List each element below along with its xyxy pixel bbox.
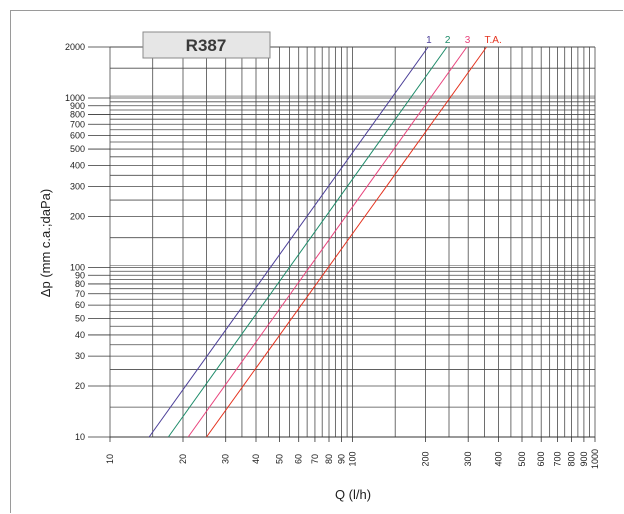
y-tick-label: 2000	[65, 42, 85, 52]
tick-labels: 1020304050607080901002003004005006007008…	[65, 42, 600, 469]
y-tick-label: 1000	[65, 93, 85, 103]
y-axis-label: Δp (mm c.a.;daPa)	[38, 189, 53, 297]
y-tick-label: 700	[70, 119, 85, 129]
y-tick-label: 80	[75, 279, 85, 289]
x-tick-label: 50	[275, 454, 285, 464]
y-tick-label: 400	[70, 160, 85, 170]
x-tick-label: 40	[251, 454, 261, 464]
y-tick-label: 40	[75, 330, 85, 340]
y-tick-label: 900	[70, 101, 85, 111]
series-line-2	[167, 46, 448, 438]
series-label-1: 1	[426, 35, 432, 46]
x-tick-label: 900	[579, 451, 589, 466]
x-tick-label: 70	[310, 454, 320, 464]
grid	[109, 46, 596, 438]
x-tick-label: 10	[105, 454, 115, 464]
x-tick-label: 80	[324, 454, 334, 464]
series-label-2: 2	[445, 35, 451, 46]
y-tick-label: 50	[75, 314, 85, 324]
series-lines	[148, 46, 487, 438]
x-tick-label: 500	[517, 451, 527, 466]
series-line-1	[148, 46, 429, 438]
chart-frame	[10, 10, 623, 513]
y-tick-label: 30	[75, 351, 85, 361]
x-tick-label: 700	[552, 451, 562, 466]
x-tick-label: 100	[348, 451, 358, 466]
y-tick-label: 300	[70, 182, 85, 192]
x-tick-label: 90	[336, 454, 346, 464]
series-line-3	[187, 46, 468, 438]
y-tick-label: 60	[75, 300, 85, 310]
x-tick-label: 400	[493, 451, 503, 466]
y-tick-label: 500	[70, 144, 85, 154]
y-tick-label: 200	[70, 211, 85, 221]
chart-title: R387	[186, 36, 227, 55]
x-tick-label: 300	[463, 451, 473, 466]
x-tick-label: 30	[221, 454, 231, 464]
y-tick-label: 20	[75, 381, 85, 391]
title-box: R387	[142, 31, 271, 59]
series-label-3: 3	[465, 35, 471, 46]
series-labels: 1 2 3 T.A.	[426, 35, 502, 46]
series-label-4: T.A.	[485, 35, 502, 46]
x-tick-label: 1000	[590, 449, 600, 469]
x-tick-label: 800	[566, 451, 576, 466]
y-tick-label: 90	[75, 270, 85, 280]
y-tick-label: 100	[70, 263, 85, 273]
x-tick-label: 600	[536, 451, 546, 466]
x-axis-label: Q (l/h)	[335, 487, 371, 502]
y-tick-label: 70	[75, 289, 85, 299]
x-tick-label: 20	[178, 454, 188, 464]
series-line-4	[206, 46, 487, 438]
y-tick-label: 600	[70, 131, 85, 141]
y-tick-label: 800	[70, 109, 85, 119]
x-tick-label: 60	[294, 454, 304, 464]
x-tick-label: 200	[420, 451, 430, 466]
y-tick-label: 10	[75, 432, 85, 442]
